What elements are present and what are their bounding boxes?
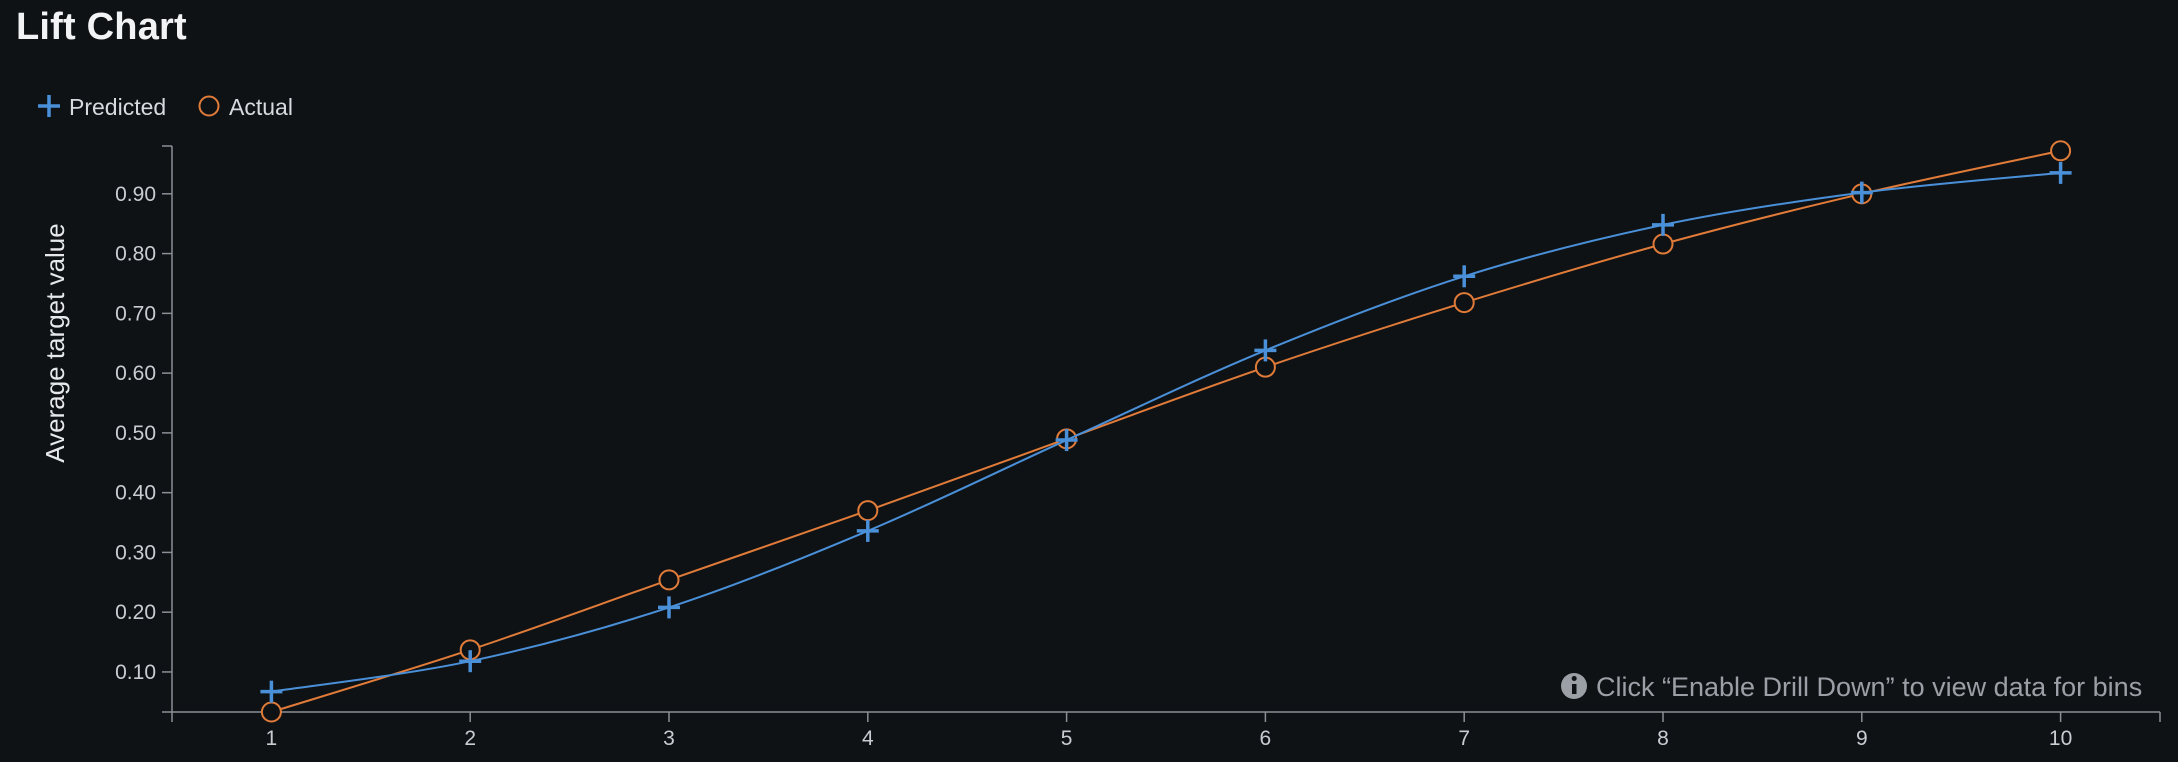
circle-icon [198, 95, 220, 117]
x-tick-label: 8 [1657, 727, 1669, 750]
data-point-predicted[interactable] [260, 680, 283, 703]
series-actual [260, 140, 2072, 723]
data-point-actual[interactable] [658, 569, 680, 591]
chart-axes: 0.10 0.20 0.30 0.40 0.50 0.60 0.70 0.80 0.90 1 2 3 4… [40, 145, 2161, 750]
data-point-predicted[interactable] [1850, 181, 1873, 204]
data-point-predicted[interactable] [459, 650, 482, 673]
cross-icon [38, 95, 60, 117]
y-tick-label: 0.30 [115, 541, 156, 564]
y-tick-label: 0.90 [115, 183, 156, 206]
data-point-actual[interactable] [1652, 233, 1674, 255]
x-tick-label: 1 [266, 727, 278, 750]
drill-down-hint: Click “Enable Drill Down” to view data f… [1561, 672, 2142, 702]
y-tick-label: 0.70 [115, 302, 156, 325]
data-point-actual[interactable] [2050, 140, 2072, 162]
series-predicted [260, 161, 2072, 703]
x-tick-label: 3 [663, 727, 675, 750]
x-tick-label: 10 [2049, 727, 2072, 750]
legend-label-actual: Actual [229, 94, 293, 120]
series-line-actual [271, 149, 2061, 713]
y-tick-label: 0.80 [115, 243, 156, 266]
y-tick-label: 0.20 [115, 601, 156, 624]
legend-item-predicted[interactable]: Predicted [38, 94, 166, 120]
y-tick-label: 0.40 [115, 482, 156, 505]
chart-legend[interactable]: Predicted Actual [38, 94, 293, 120]
data-point-predicted[interactable] [1453, 265, 1476, 288]
x-tick-label: 6 [1260, 727, 1272, 750]
x-tick-label: 5 [1061, 727, 1073, 750]
data-point-predicted[interactable] [1254, 339, 1277, 362]
y-axis-label: Average target value [40, 223, 70, 462]
chart-series [260, 140, 2072, 723]
legend-item-actual[interactable]: Actual [198, 94, 293, 120]
page-title: Lift Chart [16, 6, 187, 48]
data-point-actual[interactable] [1453, 292, 1475, 314]
legend-label-predicted: Predicted [69, 94, 166, 120]
x-tick-label: 4 [862, 727, 874, 750]
data-point-predicted[interactable] [2049, 161, 2072, 184]
y-tick-label: 0.60 [115, 362, 156, 385]
y-tick-label: 0.50 [115, 422, 156, 445]
data-point-actual[interactable] [260, 701, 282, 723]
x-tick-label: 9 [1856, 727, 1868, 750]
data-point-predicted[interactable] [856, 519, 879, 542]
data-point-predicted[interactable] [1652, 213, 1674, 236]
y-tick-label: 0.10 [115, 661, 156, 684]
x-tick-label: 2 [464, 727, 476, 750]
x-tick-label: 7 [1458, 727, 1470, 750]
series-line-predicted [271, 171, 2061, 693]
info-icon [1561, 673, 1587, 699]
drill-down-hint-text: Click “Enable Drill Down” to view data f… [1596, 672, 2142, 702]
data-point-predicted[interactable] [1055, 429, 1078, 452]
data-point-predicted[interactable] [658, 596, 680, 619]
data-point-actual[interactable] [857, 500, 879, 522]
